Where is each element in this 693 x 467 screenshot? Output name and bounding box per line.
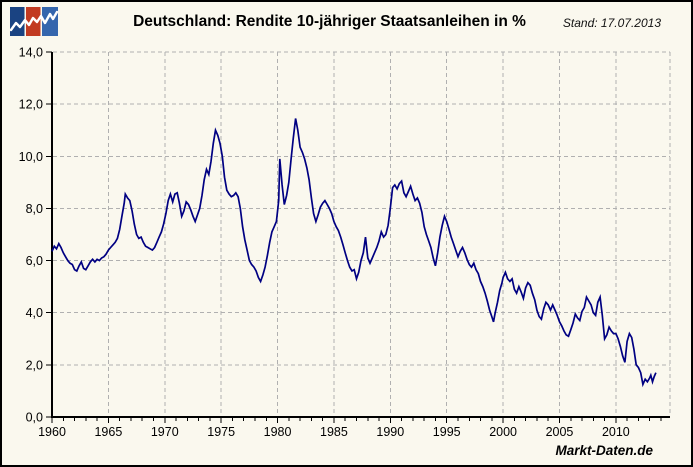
chart-title: Deutschland: Rendite 10-jähriger Staatsa…	[133, 13, 526, 30]
x-tick-label: 1960	[38, 425, 66, 439]
y-tick-label: 2,0	[26, 358, 43, 372]
y-tick-label: 0,0	[26, 411, 43, 425]
yield-line	[51, 118, 657, 388]
as-of-date: Stand: 17.07.2013	[562, 16, 661, 30]
markt-daten-logo-icon	[10, 7, 58, 36]
x-tick-label: 1985	[320, 425, 348, 439]
y-tick-label: 6,0	[26, 254, 43, 268]
tick-labels: 0,0 2,0 4,0 6,0 8,0 10,0 12,0 14,0 1960 1965 1970 1…	[19, 46, 630, 440]
x-tick-label: 1965	[94, 425, 122, 439]
gridlines	[53, 51, 671, 416]
x-tick-label: 2000	[489, 425, 517, 439]
x-tick-label: 1990	[376, 425, 404, 439]
yield-line-series	[51, 118, 657, 388]
y-tick-label: 10,0	[19, 150, 43, 164]
y-tick-label: 14,0	[19, 46, 43, 60]
x-tick-label: 1980	[264, 425, 292, 439]
x-tick-label: 1970	[151, 425, 179, 439]
x-tick-label: 1975	[207, 425, 235, 439]
x-tick-label: 2005	[546, 425, 574, 439]
y-tick-label: 4,0	[26, 306, 43, 320]
x-tick-label: 1995	[433, 425, 461, 439]
axes	[46, 51, 670, 423]
watermark: Markt-Daten.de	[555, 443, 653, 458]
x-tick-label: 2010	[602, 425, 630, 439]
y-tick-label: 12,0	[19, 98, 43, 112]
y-tick-label: 8,0	[26, 202, 43, 216]
